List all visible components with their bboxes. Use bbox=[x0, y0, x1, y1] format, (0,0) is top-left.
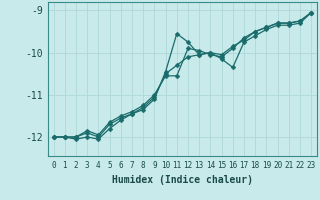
X-axis label: Humidex (Indice chaleur): Humidex (Indice chaleur) bbox=[112, 175, 253, 185]
